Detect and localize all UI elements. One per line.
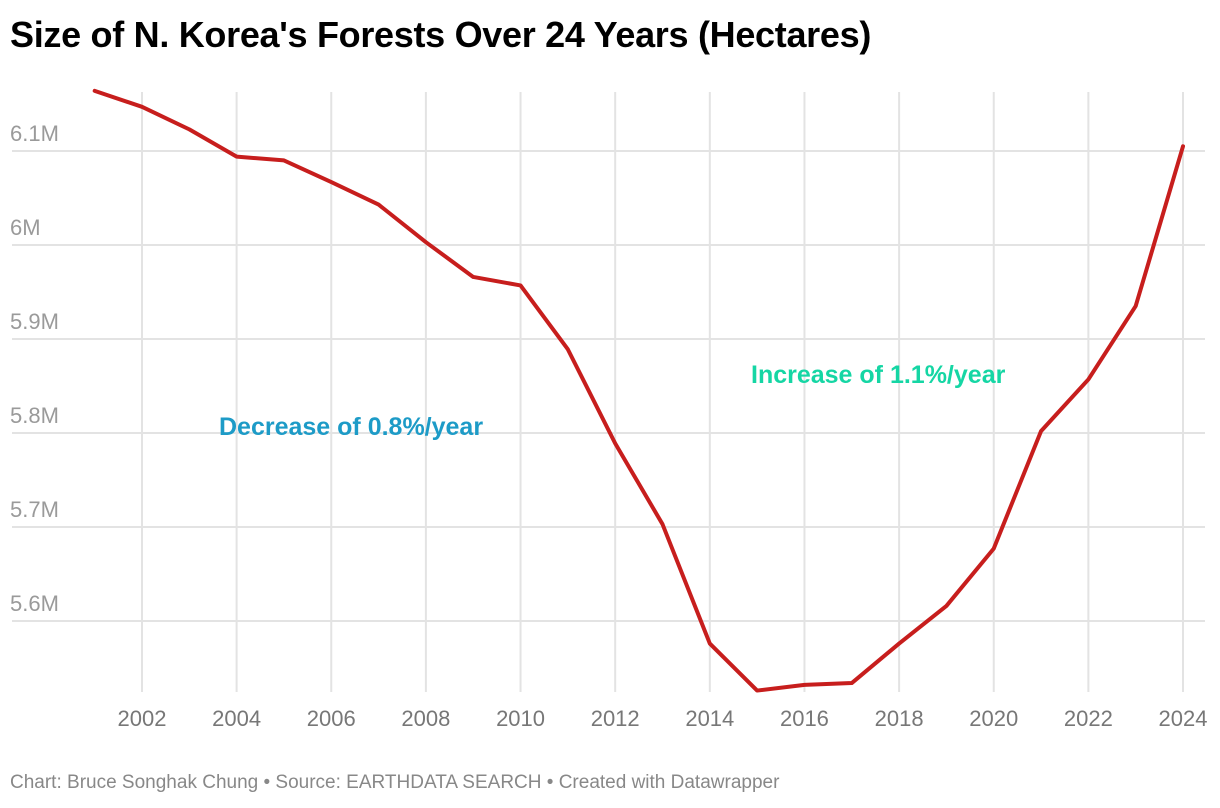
- x-tick-label: 2012: [591, 706, 640, 731]
- x-tick-label: 2016: [780, 706, 829, 731]
- x-tick-label: 2014: [685, 706, 734, 731]
- x-tick-label: 2022: [1064, 706, 1113, 731]
- x-tick-label: 2006: [307, 706, 356, 731]
- x-tick-label: 2002: [118, 706, 167, 731]
- x-tick-label: 2010: [496, 706, 545, 731]
- y-tick-label: 5.9M: [10, 309, 59, 334]
- y-tick-label: 5.8M: [10, 403, 59, 428]
- y-tick-label: 6M: [10, 215, 41, 240]
- x-tick-label: 2004: [212, 706, 261, 731]
- series-line: [92, 88, 1185, 693]
- x-tick-label: 2008: [401, 706, 450, 731]
- chart-title: Size of N. Korea's Forests Over 24 Years…: [10, 14, 872, 55]
- x-tick-label: 2018: [875, 706, 924, 731]
- x-tick-label: 2020: [969, 706, 1018, 731]
- y-tick-label: 5.6M: [10, 591, 59, 616]
- y-tick-label: 5.7M: [10, 497, 59, 522]
- chart-footer: Chart: Bruce Songhak Chung • Source: EAR…: [10, 772, 780, 793]
- annotation-label: Decrease of 0.8%/year: [219, 413, 483, 441]
- y-tick-label: 6.1M: [10, 121, 59, 146]
- x-tick-label: 2024: [1159, 706, 1208, 731]
- annotation-label: Increase of 1.1%/year: [751, 361, 1006, 389]
